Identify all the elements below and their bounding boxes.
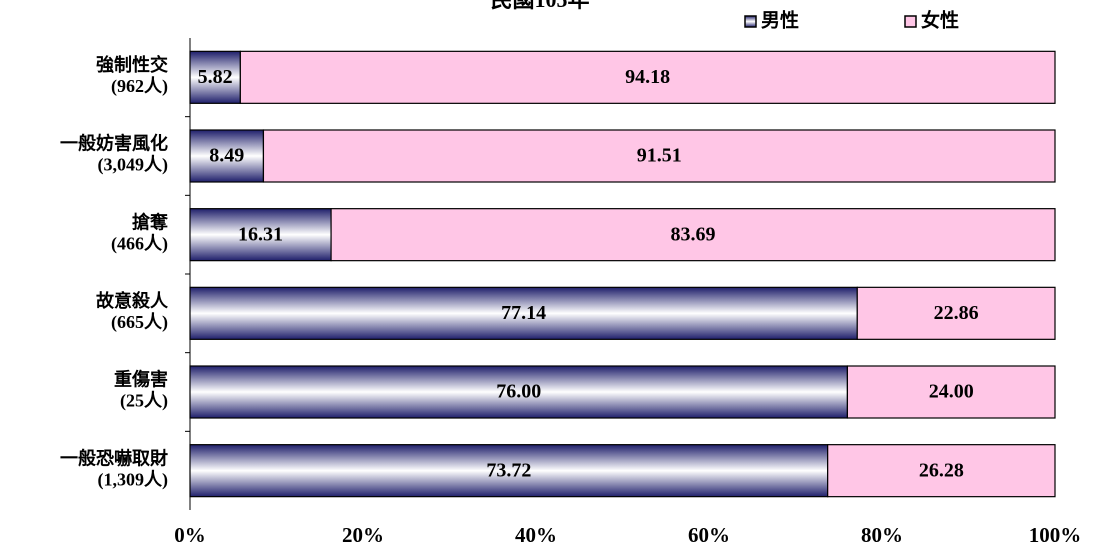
bar-segment [189,444,829,498]
legend-label: 男性 [761,8,799,31]
y-tick-label: (3,049人) [98,155,169,176]
bar-segment [239,50,1056,104]
x-tick-label: 20% [342,523,384,547]
chart-title: 民國105年 [490,0,589,12]
data-label: 24.00 [929,381,974,403]
y-tick-label: 一般恐嚇取財 [60,447,168,468]
y-tick-label: (665人) [111,312,168,333]
data-label: 16.31 [238,223,283,245]
data-label: 83.69 [671,223,716,245]
x-tick-label: 60% [688,523,730,547]
y-tick-label: 強制性交 [96,54,168,75]
y-tick-label: 一般妨害風化 [60,133,168,154]
data-label: 91.51 [637,145,682,167]
data-label: 5.82 [198,66,233,88]
data-label: 94.18 [625,66,670,88]
bar-segment [330,208,1056,262]
data-label: 77.14 [501,302,546,324]
data-label: 26.28 [919,459,964,481]
legend-swatch [904,15,917,28]
data-label: 8.49 [209,145,244,167]
x-tick-label: 80% [861,523,903,547]
x-tick-label: 0% [174,523,206,547]
data-label: 22.86 [934,302,979,324]
y-tick-label: 搶奪 [132,211,169,232]
bar-segment [262,129,1056,183]
legend-label: 女性 [921,8,959,31]
bar-segment [856,286,1056,340]
y-tick-label: 重傷害 [114,369,168,390]
y-tick-label: (466人) [111,233,168,254]
y-tick-label: 故意殺人 [96,290,169,311]
data-label: 73.72 [486,459,531,481]
y-tick-label: (25人) [120,391,168,412]
bar-segment [189,286,858,340]
legend-swatch [744,15,757,28]
bar-segment [827,444,1056,498]
bar-segment [189,129,265,183]
x-tick-label: 40% [515,523,557,547]
y-tick-label: (1,309人) [98,469,169,490]
bar-segment [189,365,849,419]
y-tick-label: (962人) [111,76,168,97]
x-tick-label: 100% [1029,523,1082,547]
bar-segment [846,365,1056,419]
data-label: 76.00 [496,381,541,403]
